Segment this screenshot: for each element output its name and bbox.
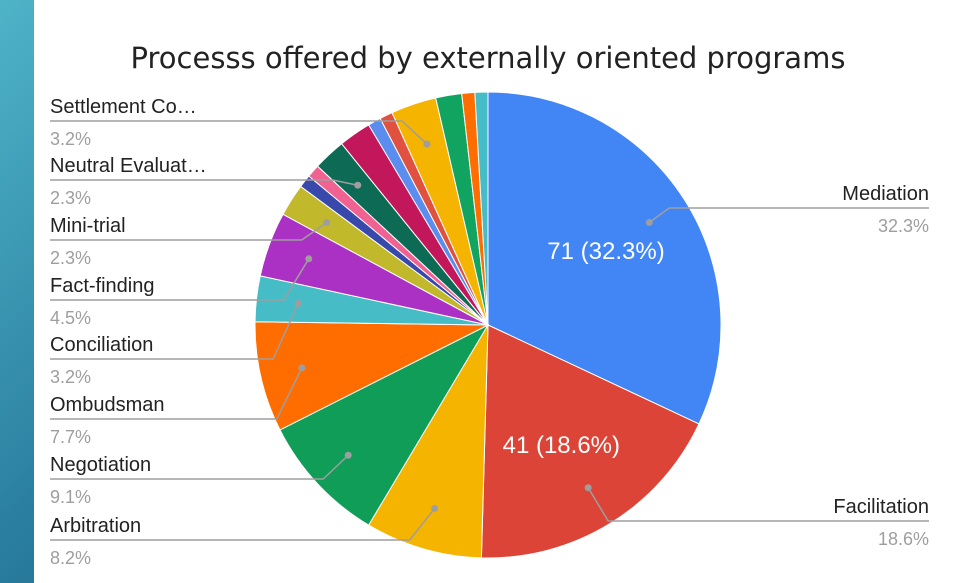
pie-slice-mediation	[487, 91, 722, 425]
slice-label: Facilitation	[833, 496, 929, 518]
slice-labels: 71 (32.3%) Mediation 32.3% 41 (18.6%) Facili…	[50, 96, 929, 568]
slice-label: Ombudsman	[50, 394, 165, 416]
leader-line	[587, 487, 929, 522]
leader-line	[50, 454, 349, 480]
slice-percent: 4.5%	[50, 308, 91, 328]
slice-label: Arbitration	[50, 515, 141, 537]
chart-title: Processs offered by externally oriented …	[131, 41, 846, 75]
pie-slice-unlabeled-17	[474, 91, 489, 326]
slice-percent: 7.7%	[50, 427, 91, 447]
slice-percent: 32.3%	[878, 216, 929, 236]
slice-percent: 3.2%	[50, 367, 91, 387]
leader-lines	[50, 120, 929, 541]
pie-slices	[254, 91, 722, 559]
leader-line	[50, 120, 428, 145]
slice-percent: 2.3%	[50, 188, 91, 208]
leader-line	[50, 221, 328, 241]
leader-line	[50, 179, 358, 186]
leader-line	[50, 258, 310, 301]
slice-label: Neutral Evaluat…	[50, 155, 207, 177]
slice-label: Mini-trial	[50, 215, 126, 237]
slice-percent: 18.6%	[878, 529, 929, 549]
slice-percent: 8.2%	[50, 548, 91, 568]
slice-label: Conciliation	[50, 334, 153, 356]
leader-line	[648, 207, 929, 224]
slice-percent: 2.3%	[50, 248, 91, 268]
slice-value-label: 41 (18.6%)	[503, 432, 620, 459]
pie-slice-arbitration	[367, 323, 489, 559]
leader-line	[50, 303, 299, 360]
leader-line	[50, 367, 303, 420]
pie-slice-negotiation	[279, 323, 490, 526]
slice-label: Negotiation	[50, 454, 151, 476]
slice-value-label: 71 (32.3%)	[547, 238, 664, 265]
slice-label: Settlement Co…	[50, 96, 197, 118]
slice-label: Fact-finding	[50, 275, 155, 297]
pie-slice-facilitation	[480, 324, 700, 559]
slice-percent: 3.2%	[50, 129, 91, 149]
slice-label: Mediation	[842, 183, 929, 205]
leader-line	[50, 507, 436, 541]
pie-slice-ombudsman	[254, 321, 489, 431]
slice-percent: 9.1%	[50, 487, 91, 507]
